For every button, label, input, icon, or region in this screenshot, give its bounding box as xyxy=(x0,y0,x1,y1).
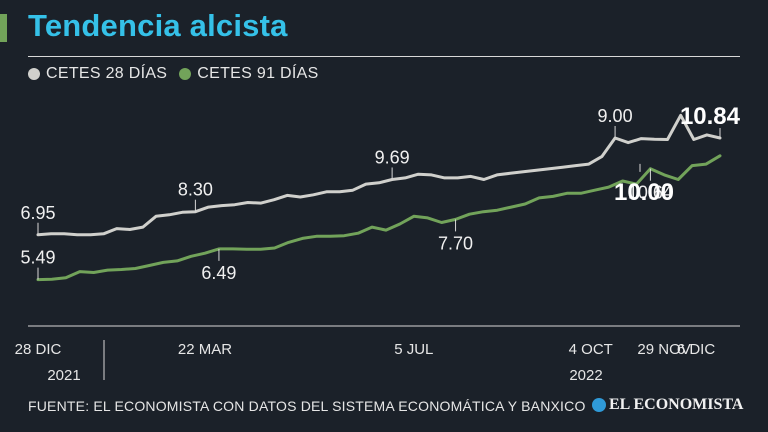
data-label: 5.49 xyxy=(20,248,55,268)
globe-icon xyxy=(592,398,606,412)
brand-logo: EL ECONOMISTA xyxy=(592,396,743,414)
legend-dot-icon xyxy=(179,68,192,80)
data-label: 7.70 xyxy=(438,233,473,253)
data-label: 6.95 xyxy=(20,203,55,223)
legend-label-cetes91: CETES 91 DÍAS xyxy=(197,65,319,82)
x-tick-label: 28 DIC xyxy=(15,341,62,358)
legend: CETES 28 DÍAS CETES 91 DÍAS xyxy=(28,65,331,83)
x-tick-label: 29 NOV xyxy=(637,341,690,358)
data-label: 6.49 xyxy=(201,263,236,283)
series-line-0 xyxy=(36,113,722,237)
year-label: 2022 xyxy=(569,367,602,384)
source-note: FUENTE: EL ECONOMISTA CON DATOS DEL SIST… xyxy=(28,398,586,414)
x-tick-label: 22 MAR xyxy=(178,341,232,358)
data-label: 10.64 xyxy=(628,183,673,203)
title-divider xyxy=(28,56,740,57)
highlight-label: 10.84 xyxy=(680,103,741,130)
title-accent-bar xyxy=(0,14,7,42)
legend-item-cetes91: CETES 91 DÍAS xyxy=(179,65,318,83)
legend-dot-icon xyxy=(28,68,40,80)
data-label: 8.30 xyxy=(178,180,213,200)
legend-item-cetes28: CETES 28 DÍAS xyxy=(28,65,167,83)
x-tick-label: 5 JUL xyxy=(394,341,433,358)
series-line-1 xyxy=(36,154,722,282)
chart-title: Tendencia alcista xyxy=(28,8,288,43)
year-label: 2021 xyxy=(47,367,80,384)
x-tick-label: 6 DIC xyxy=(677,341,716,358)
x-tick-label: 4 OCT xyxy=(569,341,613,358)
legend-label-cetes28: CETES 28 DÍAS xyxy=(46,65,168,82)
brand-logo-text: EL ECONOMISTA xyxy=(609,396,744,413)
data-label: 9.00 xyxy=(598,106,633,126)
data-label: 9.69 xyxy=(375,147,410,167)
highlight-label: 10.00 xyxy=(614,179,674,206)
